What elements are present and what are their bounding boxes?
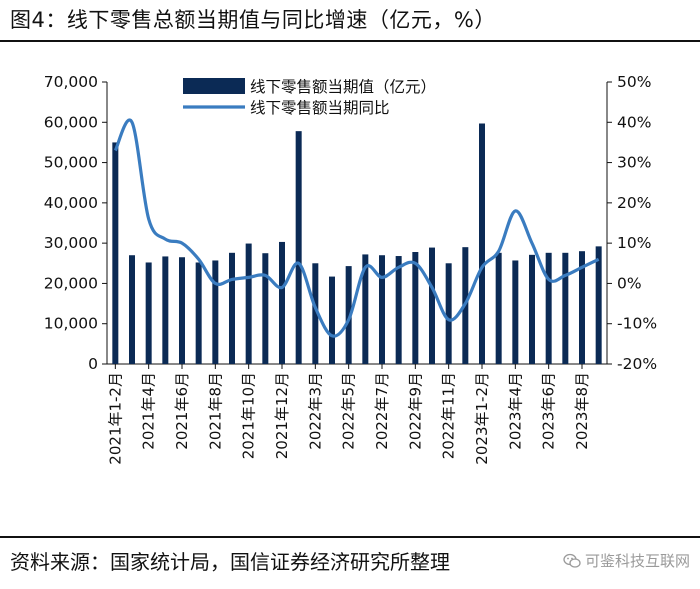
- bar: [595, 246, 602, 364]
- bar: [162, 256, 169, 364]
- bar: [262, 253, 269, 364]
- left-tick-label: 30,000: [44, 234, 98, 252]
- x-tick-label: 2023年4月: [506, 372, 524, 450]
- x-tick-label: 2021年10月: [240, 372, 258, 459]
- bar: [345, 266, 352, 364]
- right-tick-label: 50%: [617, 73, 651, 91]
- left-tick-label: 0: [88, 355, 98, 373]
- left-tick-label: 20,000: [44, 274, 98, 292]
- bar: [445, 263, 452, 364]
- left-tick-label: 60,000: [44, 113, 98, 131]
- bar: [362, 254, 369, 364]
- watermark-text: 可鉴科技互联网: [584, 552, 690, 570]
- bar: [179, 257, 185, 364]
- x-tick-label: 2023年8月: [573, 372, 591, 450]
- legend: 线下零售额当期值（亿元） 线下零售额当期同比: [183, 78, 436, 117]
- chart: 0 10,000 20,000 30,000 40,000 50,000 60,000 70,…: [44, 73, 657, 465]
- bar: [395, 256, 402, 364]
- bar: [429, 247, 435, 364]
- x-tick-label: 2022年11月: [440, 372, 458, 459]
- bar: [545, 252, 552, 364]
- line-series: [113, 118, 600, 338]
- x-tick-label: 2021年12月: [273, 372, 291, 459]
- watermark: 可鉴科技互联网: [563, 550, 690, 571]
- x-tick-label: 2023年6月: [540, 372, 558, 450]
- source-note: 资料来源：国家统计局，国信证券经济研究所整理: [10, 550, 450, 574]
- bar: [562, 252, 569, 364]
- bar: [195, 262, 202, 364]
- bar: [579, 251, 585, 364]
- bar: [129, 255, 135, 364]
- bar: [512, 260, 519, 364]
- bar: [112, 142, 119, 364]
- bar: [245, 243, 252, 364]
- tick-labels: 0 10,000 20,000 30,000 40,000 50,000 60,000 70,…: [44, 73, 657, 465]
- legend-line-label: 线下零售额当期同比: [250, 99, 390, 117]
- left-tick-label: 10,000: [44, 315, 98, 333]
- bar: [495, 252, 502, 364]
- bottom-divider: [0, 536, 700, 538]
- wechat-icon: [563, 553, 581, 568]
- bar: [212, 260, 219, 364]
- x-tick-label: 2023年1-2月: [473, 372, 491, 465]
- x-tick-label: 2022年7月: [373, 372, 391, 450]
- legend-bar-label: 线下零售额当期值（亿元）: [250, 78, 436, 96]
- x-tick-label: 2022年5月: [340, 372, 358, 450]
- bar-series: [112, 123, 602, 364]
- bar: [279, 241, 285, 364]
- bar: [479, 123, 485, 364]
- x-tick-label: 2021年1-2月: [106, 372, 124, 465]
- bar: [145, 262, 152, 364]
- x-tick-label: 2022年9月: [406, 372, 424, 450]
- bar: [295, 131, 302, 364]
- left-tick-label: 50,000: [44, 154, 98, 172]
- left-tick-label: 70,000: [44, 73, 98, 91]
- right-tick-label: 10%: [617, 234, 651, 252]
- bar: [412, 252, 419, 364]
- right-tick-label: 20%: [617, 194, 651, 212]
- x-tick-label: 2021年4月: [140, 372, 158, 450]
- left-tick-label: 40,000: [44, 194, 98, 212]
- x-tick-label: 2021年6月: [173, 372, 191, 450]
- x-tick-label: 2022年3月: [306, 372, 324, 450]
- right-tick-label: 0%: [617, 274, 642, 292]
- bar: [529, 254, 535, 364]
- x-tick-label: 2021年8月: [206, 372, 224, 450]
- bar: [312, 263, 319, 364]
- right-tick-label: -20%: [617, 355, 657, 373]
- legend-bar-swatch: [183, 78, 245, 94]
- figure-title: 图4：线下零售总额当期值与同比增速（亿元，%）: [10, 8, 496, 32]
- bar: [229, 252, 235, 364]
- bar: [329, 276, 335, 364]
- yoy-line: [113, 118, 600, 338]
- right-tick-label: 30%: [617, 154, 651, 172]
- right-tick-label: 40%: [617, 113, 651, 131]
- bar: [379, 255, 385, 364]
- chart-axes: [102, 81, 612, 369]
- right-tick-label: -10%: [617, 315, 657, 333]
- top-divider: [0, 40, 700, 42]
